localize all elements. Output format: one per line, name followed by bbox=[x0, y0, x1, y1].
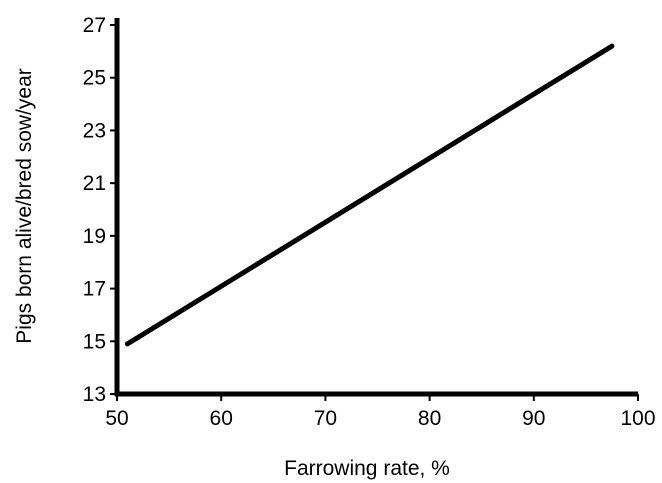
y-tick-label: 27 bbox=[83, 14, 106, 37]
series-group bbox=[124, 43, 615, 347]
y-axis-title: Pigs born alive/bred sow/year bbox=[13, 68, 36, 343]
x-tick-label: 100 bbox=[620, 407, 655, 430]
y-axis-ticks bbox=[110, 24, 117, 395]
x-tick-label: 70 bbox=[314, 407, 337, 430]
x-tick-label: 60 bbox=[210, 407, 233, 430]
y-tick-label: 13 bbox=[83, 383, 106, 406]
series-line bbox=[124, 43, 615, 347]
y-tick-label: 21 bbox=[83, 172, 106, 195]
x-tick-label: 90 bbox=[522, 407, 545, 430]
x-tick-label: 50 bbox=[105, 407, 128, 430]
y-axis-tick-labels: 13 15 17 19 21 23 25 27 bbox=[83, 14, 106, 406]
y-tick-label: 17 bbox=[83, 278, 106, 301]
x-axis-tick-labels: 50 60 70 80 90 100 bbox=[105, 407, 655, 430]
x-tick-label: 80 bbox=[418, 407, 441, 430]
y-tick-label: 19 bbox=[83, 225, 106, 248]
y-tick-label: 23 bbox=[83, 119, 106, 142]
y-tick-label: 25 bbox=[83, 67, 106, 90]
y-tick-label: 15 bbox=[83, 330, 106, 353]
x-axis-title: Farrowing rate, % bbox=[284, 457, 450, 480]
